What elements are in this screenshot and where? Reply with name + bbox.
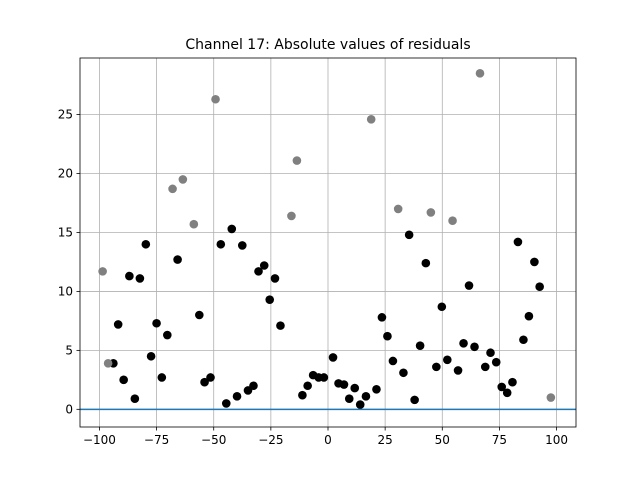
data-point (464, 281, 474, 290)
data-point (453, 366, 463, 375)
data-point (393, 204, 403, 214)
data-point (339, 380, 349, 389)
data-point (432, 362, 441, 372)
data-point (168, 184, 177, 194)
data-point (486, 348, 495, 358)
data-point (470, 342, 479, 352)
data-point (130, 394, 140, 404)
x-tick-label: 50 (435, 433, 450, 447)
data-point (513, 237, 523, 247)
data-point (119, 375, 128, 385)
data-point (259, 261, 269, 270)
x-tick-label: 100 (545, 433, 568, 447)
y-tick-label: 0 (65, 402, 73, 416)
chart-title: Channel 17: Absolute values of residuals (185, 37, 470, 53)
data-point (508, 377, 517, 387)
data-point (276, 321, 285, 330)
data-point (383, 331, 392, 341)
data-point (530, 257, 539, 267)
data-point (135, 274, 145, 283)
data-point (125, 271, 134, 281)
data-point (475, 69, 485, 78)
data-point (344, 394, 354, 404)
data-point (152, 318, 161, 328)
data-point (372, 384, 381, 394)
data-point (232, 392, 242, 401)
y-tick-label: 20 (58, 167, 73, 181)
x-tick-label: 25 (378, 433, 393, 447)
x-tick-label: −100 (83, 433, 116, 447)
data-point (157, 373, 167, 382)
data-point (303, 381, 312, 391)
data-point (410, 395, 419, 405)
data-point (355, 400, 365, 409)
data-point (421, 258, 431, 268)
data-point (443, 355, 452, 365)
data-point (366, 115, 376, 124)
x-tick-label: −50 (201, 433, 226, 447)
y-tick-label: 15 (58, 225, 73, 239)
data-point (113, 320, 123, 329)
data-point (141, 239, 151, 249)
data-point (524, 311, 534, 321)
x-tick-label: 0 (324, 433, 332, 447)
data-point (98, 267, 107, 276)
data-point (535, 282, 544, 292)
data-point (173, 255, 182, 264)
data-point (178, 175, 188, 184)
y-tick-label: 25 (58, 108, 73, 122)
data-point (221, 399, 231, 408)
data-point (265, 295, 275, 304)
data-point (287, 211, 296, 221)
data-point (361, 392, 371, 401)
data-point (206, 373, 215, 382)
x-tick-label: −25 (258, 433, 283, 447)
data-point (350, 383, 360, 393)
x-tick-label: 75 (492, 433, 507, 447)
tick-layer: −100 −75 −50 −25 0 25 50 75 100 0 5 10 15 20 25 (58, 108, 568, 447)
data-point (480, 362, 490, 372)
data-point (519, 335, 528, 345)
data-point (270, 274, 280, 283)
data-point (292, 156, 302, 165)
y-tick-label: 5 (65, 343, 73, 357)
data-points-layer (98, 69, 556, 409)
data-point (189, 219, 199, 229)
data-point (328, 353, 338, 362)
data-point (459, 338, 468, 348)
data-point (298, 390, 307, 400)
data-point (200, 377, 209, 387)
data-point (249, 381, 258, 391)
data-point (103, 359, 113, 368)
data-point (227, 224, 237, 234)
data-point (237, 241, 247, 250)
data-point (497, 382, 507, 392)
data-point (437, 302, 447, 312)
x-tick-label: −75 (144, 433, 169, 447)
data-point (377, 313, 387, 322)
data-point (491, 357, 501, 367)
data-point (254, 267, 263, 276)
data-point (163, 330, 172, 340)
grid-layer (80, 58, 576, 427)
data-point (319, 373, 329, 382)
plot-frame (79, 57, 577, 428)
data-point (415, 341, 425, 350)
data-point (426, 208, 436, 217)
data-point (448, 216, 457, 225)
data-point (195, 310, 204, 320)
data-point (211, 94, 220, 104)
data-point (146, 351, 156, 361)
data-point (399, 368, 408, 378)
data-point (388, 356, 398, 366)
data-point (546, 393, 556, 402)
data-point (502, 388, 512, 398)
y-tick-label: 10 (58, 284, 73, 298)
data-point (216, 239, 226, 249)
data-point (404, 230, 414, 240)
